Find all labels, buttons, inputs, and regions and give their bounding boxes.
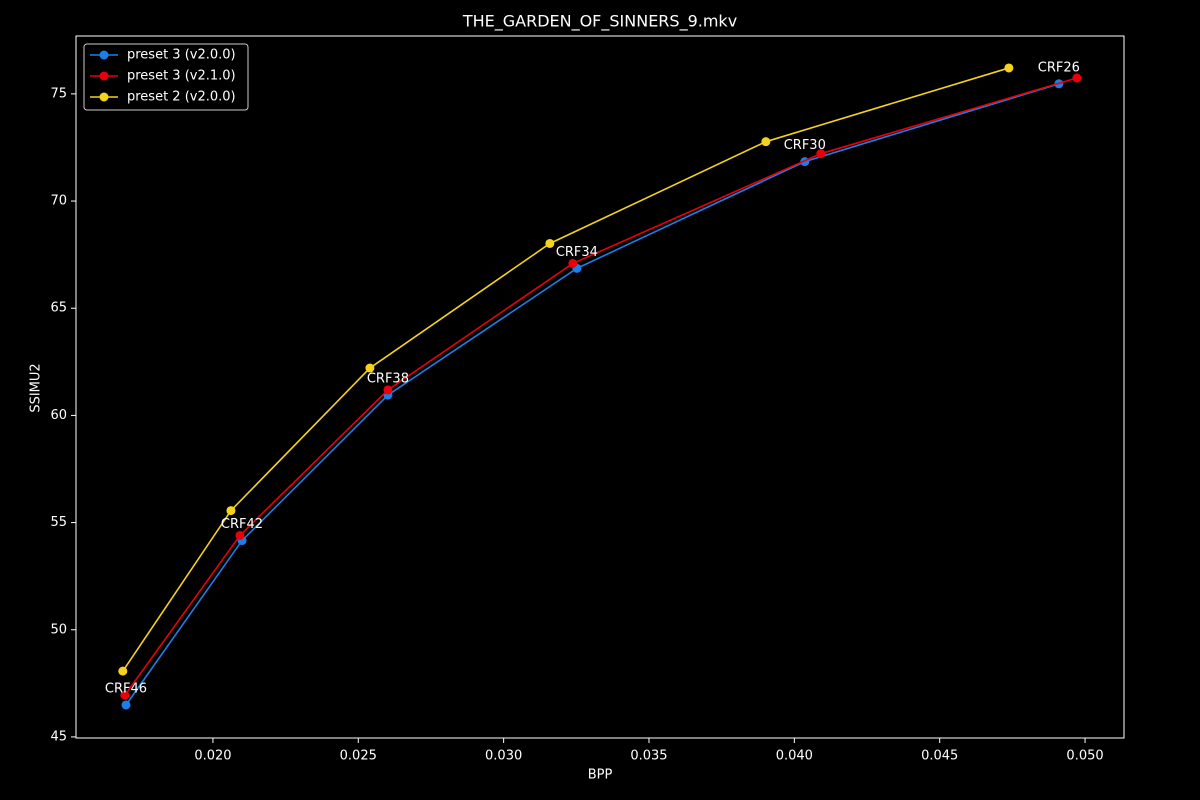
annotation: CRF46 <box>105 681 147 696</box>
annotation: CRF30 <box>784 138 826 153</box>
data-point <box>816 149 826 159</box>
x-tick-label: 0.045 <box>921 749 958 764</box>
annotation: CRF42 <box>221 517 263 532</box>
x-tick-label: 0.025 <box>340 749 377 764</box>
y-tick-label: 75 <box>50 86 67 101</box>
annotation: CRF38 <box>367 372 409 387</box>
series-line <box>122 67 1010 672</box>
legend-marker <box>99 71 109 81</box>
data-point <box>545 238 555 248</box>
data-point <box>365 363 375 373</box>
x-tick-label: 0.030 <box>485 749 522 764</box>
y-tick-label: 45 <box>50 729 67 744</box>
x-tick-label: 0.020 <box>194 749 231 764</box>
series-line <box>125 83 1060 706</box>
y-tick-label: 55 <box>50 515 67 530</box>
data-point <box>568 258 578 268</box>
y-tick-label: 60 <box>50 408 67 423</box>
legend-label: preset 3 (v2.0.0) <box>127 48 236 63</box>
legend-marker <box>99 92 109 102</box>
data-point <box>1004 63 1014 73</box>
y-axis-label: SSIMU2 <box>29 363 44 412</box>
data-point <box>121 700 131 710</box>
x-tick-label: 0.040 <box>776 749 813 764</box>
legend-box <box>83 43 249 111</box>
data-point <box>235 530 245 540</box>
series-line <box>124 77 1078 696</box>
y-tick-label: 50 <box>50 622 67 637</box>
data-point <box>1072 73 1082 83</box>
x-axis-label: BPP <box>588 768 613 783</box>
legend-label: preset 2 (v2.0.0) <box>127 90 236 105</box>
y-tick-label: 70 <box>50 194 67 209</box>
data-point <box>118 666 128 676</box>
annotation: CRF34 <box>556 245 598 260</box>
x-tick-label: 0.050 <box>1066 749 1103 764</box>
data-point <box>383 385 393 395</box>
legend-marker <box>99 50 109 60</box>
data-point <box>761 137 771 147</box>
y-tick-label: 65 <box>50 301 67 316</box>
x-tick-label: 0.035 <box>630 749 667 764</box>
data-point <box>226 506 236 516</box>
chart-title: THE_GARDEN_OF_SINNERS_9.mkv <box>462 12 737 32</box>
annotation: CRF26 <box>1038 60 1080 75</box>
legend-label: preset 3 (v2.1.0) <box>127 69 236 84</box>
plot-frame <box>75 35 1125 739</box>
data-point <box>120 690 130 700</box>
